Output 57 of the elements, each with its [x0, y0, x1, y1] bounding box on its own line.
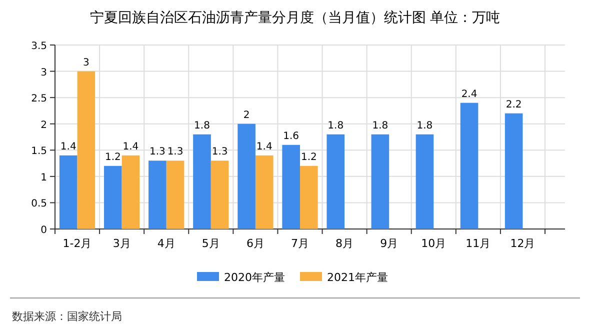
x-tick-label: 10月 — [421, 237, 446, 250]
data-label: 3 — [82, 57, 90, 68]
legend-label: 2021年产量 — [327, 271, 388, 284]
x-tick-label: 7月 — [291, 237, 309, 250]
data-label: 1.3 — [212, 146, 228, 158]
x-tick-label: 9月 — [380, 237, 398, 250]
x-tick-label: 3月 — [112, 237, 131, 250]
data-label: 1.8 — [328, 120, 344, 132]
bar — [255, 155, 274, 229]
data-label: 2.4 — [461, 88, 478, 100]
y-tick-label: 0 — [40, 225, 47, 236]
bar — [193, 134, 211, 229]
data-label: 1.2 — [300, 152, 317, 163]
y-tick-label: 2.5 — [31, 94, 47, 105]
y-tick-label: 1 — [40, 172, 47, 184]
bar — [104, 166, 122, 229]
data-label: 1.2 — [104, 152, 121, 163]
bar — [77, 71, 96, 229]
data-label: 1.8 — [416, 120, 433, 132]
bar — [59, 155, 78, 229]
bar — [460, 102, 478, 229]
bar — [504, 113, 523, 229]
data-label: 1.4 — [60, 141, 76, 152]
x-tick-label: 1-2月 — [62, 237, 92, 250]
data-label: 1.4 — [122, 141, 139, 152]
y-tick-label: 2 — [40, 120, 47, 131]
data-label: 1.6 — [283, 130, 300, 142]
x-tick-label: 5月 — [202, 237, 220, 250]
data-label: 1.3 — [167, 146, 184, 158]
chart-title: 宁夏回族自治区石油沥青产量分月度（当月值）统计图 单位：万吨 — [90, 10, 500, 26]
data-label: 2.2 — [506, 99, 522, 110]
bar — [282, 144, 300, 229]
legend-label: 2020年产量 — [224, 271, 285, 284]
bar — [166, 160, 184, 229]
data-label: 1.4 — [256, 141, 272, 152]
bar — [210, 160, 229, 229]
bar — [371, 134, 390, 229]
bar — [416, 134, 434, 229]
data-label: 1.8 — [372, 120, 388, 132]
bar — [300, 166, 318, 229]
bar — [122, 155, 140, 229]
x-tick-label: 8月 — [336, 237, 354, 250]
x-tick-label: 6月 — [246, 237, 264, 250]
y-tick-label: 3.5 — [31, 41, 47, 52]
data-label: 2 — [243, 110, 250, 121]
data-label: 1.3 — [150, 146, 166, 158]
bar — [148, 160, 166, 229]
y-tick-label: 3 — [40, 67, 47, 78]
y-tick-label: 0.5 — [31, 198, 47, 210]
data-label: 1.8 — [194, 120, 210, 132]
x-tick-label: 11月 — [466, 237, 491, 250]
bar — [238, 124, 256, 229]
x-tick-label: 12月 — [510, 237, 536, 250]
source-note: 数据来源：国家统计局 — [12, 310, 122, 323]
bar — [326, 134, 345, 229]
x-tick-label: 4月 — [157, 237, 176, 250]
y-tick-label: 1.5 — [31, 146, 47, 158]
